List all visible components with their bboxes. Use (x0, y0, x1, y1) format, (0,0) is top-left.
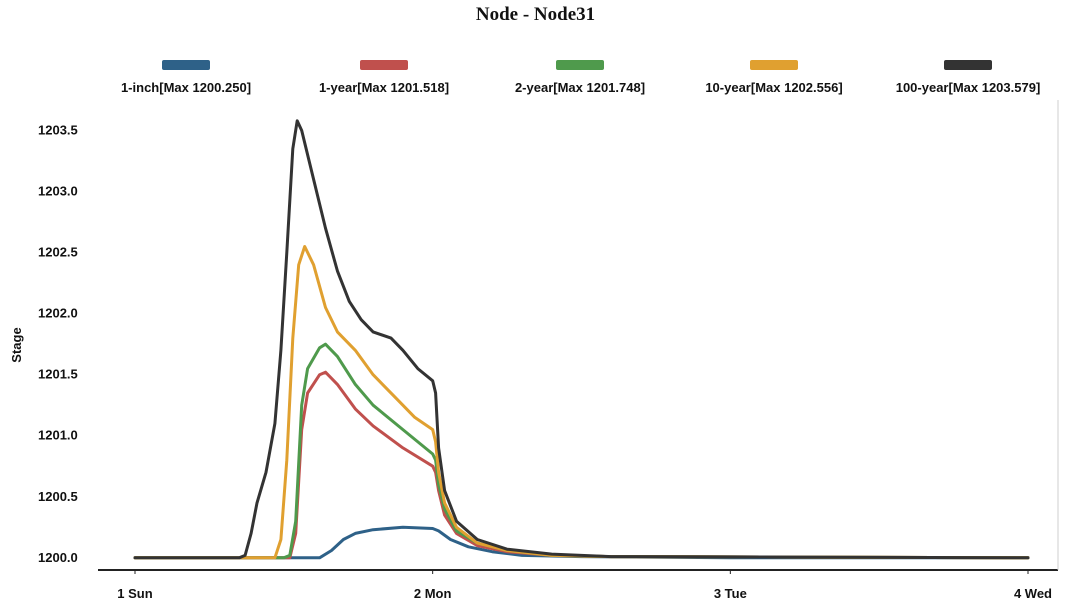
legend-swatch-100-year (944, 60, 992, 70)
x-tick-label: 1 Sun (117, 586, 152, 601)
chart-title: Node - Node31 (475, 4, 596, 25)
legend-swatch-2-year (556, 60, 604, 70)
y-axis-label: Stage (9, 327, 24, 362)
x-tick-label: 3 Tue (714, 586, 747, 601)
legend-label-10-year: 10-year[Max 1202.556] (705, 80, 842, 95)
series-line-1-year (133, 370, 1030, 560)
legend-swatch-1-year (360, 60, 408, 70)
y-axis: 1200.0 1200.5 1201.0 1201.5 1202.0 1202.5 1203… (38, 123, 78, 565)
legend-label-2-year: 2-year[Max 1201.748] (515, 80, 645, 95)
legend-label-100-year: 100-year[Max 1203.579] (896, 80, 1041, 95)
series-line-1-inch (133, 525, 1030, 560)
legend: 1-inch[Max 1200.250] 1-year[Max 1201.518]… (121, 60, 1040, 95)
series-line-10-year (133, 245, 1030, 560)
legend-label-1-inch: 1-inch[Max 1200.250] (121, 80, 251, 95)
x-axis: 1 Sun 2 Mon 3 Tue 4 Wed (117, 570, 1052, 601)
legend-swatch-10-year (750, 60, 798, 70)
y-tick-label: 1203.5 (38, 123, 78, 138)
x-tick-label: 4 Wed (1014, 586, 1052, 601)
series-line-100-year (133, 119, 1030, 560)
legend-label-1-year: 1-year[Max 1201.518] (319, 80, 449, 95)
y-tick-label: 1203.0 (38, 184, 78, 199)
series-lines (133, 119, 1030, 560)
y-tick-label: 1201.0 (38, 428, 78, 443)
y-tick-label: 1201.5 (38, 367, 78, 382)
y-tick-label: 1202.5 (38, 245, 78, 260)
legend-swatch-1-inch (162, 60, 210, 70)
y-tick-label: 1200.0 (38, 550, 78, 565)
x-tick-label: 2 Mon (414, 586, 452, 601)
y-tick-label: 1200.5 (38, 489, 78, 504)
plot-frame (98, 100, 1059, 571)
y-tick-label: 1202.0 (38, 306, 78, 321)
